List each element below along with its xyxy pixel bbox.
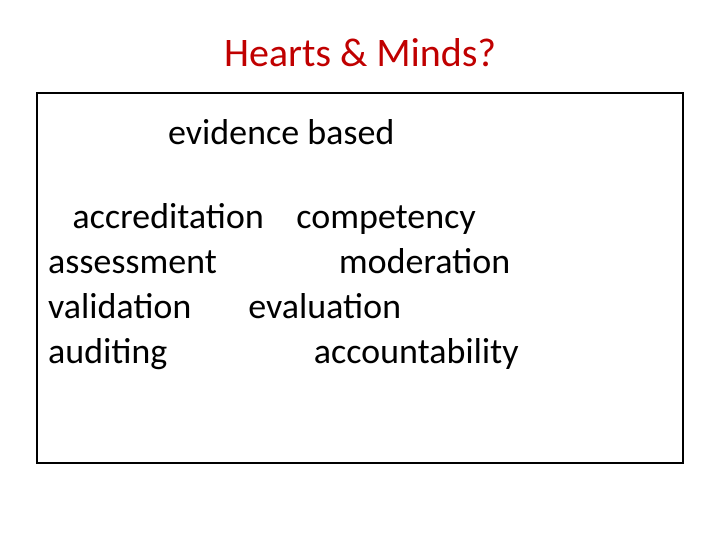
body-line: accreditation competency xyxy=(48,194,676,239)
slide-title: Hearts & Minds? xyxy=(0,28,720,77)
body-line: assessment moderation xyxy=(48,239,676,284)
slide: Hearts & Minds? evidence based accredita… xyxy=(0,0,720,540)
body-text: accreditation competency assessment mode… xyxy=(48,194,676,374)
subtitle: evidence based xyxy=(168,110,394,154)
body-line: validation evaluation xyxy=(48,284,676,329)
body-line: auditing accountability xyxy=(48,329,676,374)
content-box: evidence based accreditation competency … xyxy=(36,92,684,464)
